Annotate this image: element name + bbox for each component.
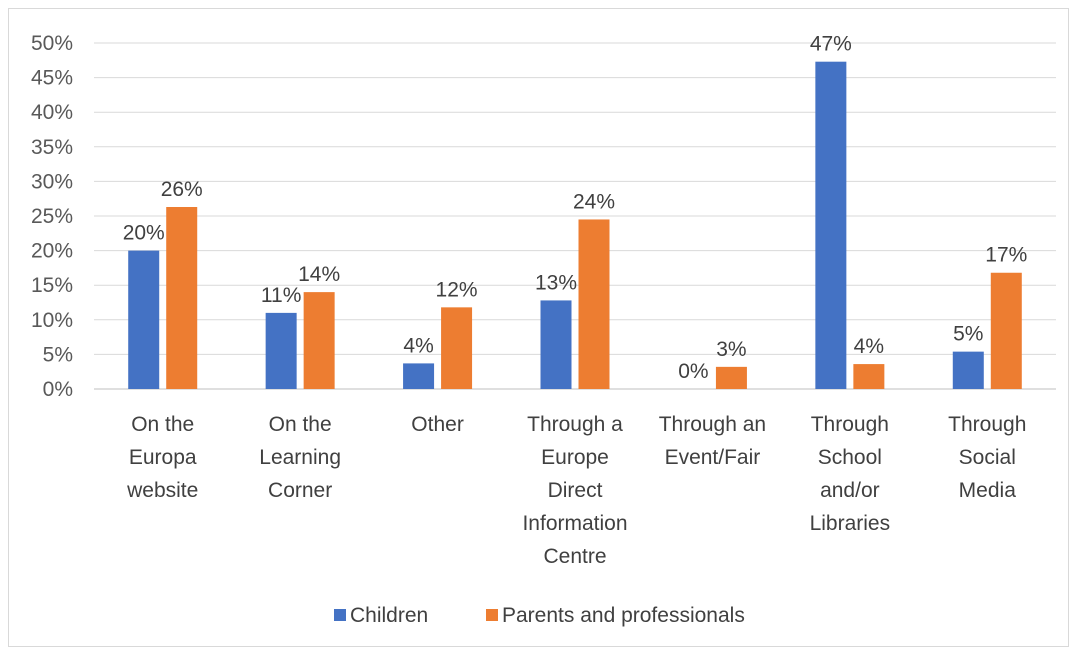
x-category-label: Through Social Media: [948, 413, 1026, 502]
bar-parents: [303, 292, 335, 389]
x-category-label-line: On the: [269, 413, 332, 436]
y-axis: 0% 5% 10% 15% 20% 25% 30% 35% 40% 45% 50%: [31, 32, 73, 401]
bar-parents: [166, 207, 198, 389]
legend-swatch: [486, 609, 498, 621]
y-tick-label: 30%: [31, 170, 73, 193]
legend-label: Children: [350, 604, 428, 627]
x-category-label-line: Learning: [259, 446, 341, 469]
legend-swatch: [334, 609, 346, 621]
x-category-label: On the Learning Corner: [259, 413, 341, 502]
x-category-label-line: School: [818, 446, 882, 469]
bar-children: [952, 351, 984, 389]
bar-parents: [441, 307, 473, 389]
data-label: 3%: [716, 338, 746, 361]
x-category-label: Through School and/or Libraries: [810, 413, 891, 535]
y-tick-label: 35%: [31, 136, 73, 159]
data-label: 24%: [573, 190, 615, 213]
data-label: 0%: [678, 360, 708, 383]
y-tick-label: 5%: [43, 343, 73, 366]
x-category-label-line: Corner: [268, 479, 332, 502]
y-tick-label: 50%: [31, 32, 73, 55]
y-tick-label: 40%: [31, 101, 73, 124]
x-category-label-line: Event/Fair: [665, 446, 761, 469]
x-category-label-line: and/or: [820, 479, 880, 502]
x-category-label-line: Social: [959, 446, 1016, 469]
bar-parents: [715, 366, 747, 389]
x-category-label: Through a Europe Direct Information Centre: [522, 413, 627, 568]
x-category-label-line: Centre: [543, 545, 606, 568]
data-label: 5%: [953, 323, 983, 346]
x-category-label-line: Europa: [129, 446, 197, 469]
x-category-label: Through an Event/Fair: [659, 413, 766, 469]
x-category-label-line: Media: [959, 479, 1017, 502]
legend-label: Parents and professionals: [502, 604, 745, 627]
x-category-label-line: Libraries: [810, 512, 891, 535]
bar-children: [265, 312, 297, 389]
gridlines: [94, 42, 1056, 390]
x-category-label: Other: [411, 413, 464, 436]
data-label: 12%: [436, 278, 478, 301]
bar-children: [128, 250, 160, 389]
x-category-label-line: Through a: [527, 413, 623, 436]
data-label: 17%: [985, 244, 1027, 267]
bar-children: [815, 61, 847, 390]
x-category-label-line: Through an: [659, 413, 766, 436]
data-labels: 20% 11% 4% 13% 0% 47% 5% 26% 14% 12% 24% 3% 4% 17%: [123, 33, 1028, 383]
data-label: 14%: [298, 263, 340, 286]
y-tick-label: 45%: [31, 67, 73, 90]
x-category-label: On the Europa website: [126, 413, 198, 502]
y-tick-label: 0%: [43, 378, 73, 401]
data-label: 13%: [535, 271, 577, 294]
legend: Children Parents and professionals: [334, 604, 745, 627]
y-tick-label: 10%: [31, 309, 73, 332]
bar-parents: [853, 364, 885, 389]
data-label: 4%: [403, 334, 433, 357]
data-label: 47%: [810, 33, 852, 56]
data-label: 20%: [123, 222, 165, 245]
x-category-label-line: Information: [522, 512, 627, 535]
y-tick-label: 20%: [31, 240, 73, 263]
data-label: 11%: [261, 284, 301, 307]
x-category-label-line: Through: [811, 413, 889, 436]
x-category-label-line: Other: [411, 413, 464, 436]
bars: [128, 61, 1022, 390]
y-tick-label: 15%: [31, 274, 73, 297]
x-category-label-line: Through: [948, 413, 1026, 436]
bar-parents: [578, 219, 610, 389]
x-category-label-line: On the: [131, 413, 194, 436]
data-label: 4%: [854, 335, 884, 358]
bar-children: [540, 300, 572, 389]
x-category-label-line: Europe: [541, 446, 609, 469]
bar-children: [403, 363, 435, 389]
bar-parents: [990, 272, 1022, 389]
x-category-label-line: website: [126, 479, 198, 502]
data-label: 26%: [161, 178, 203, 201]
x-category-label-line: Direct: [548, 479, 603, 502]
y-tick-label: 25%: [31, 205, 73, 228]
